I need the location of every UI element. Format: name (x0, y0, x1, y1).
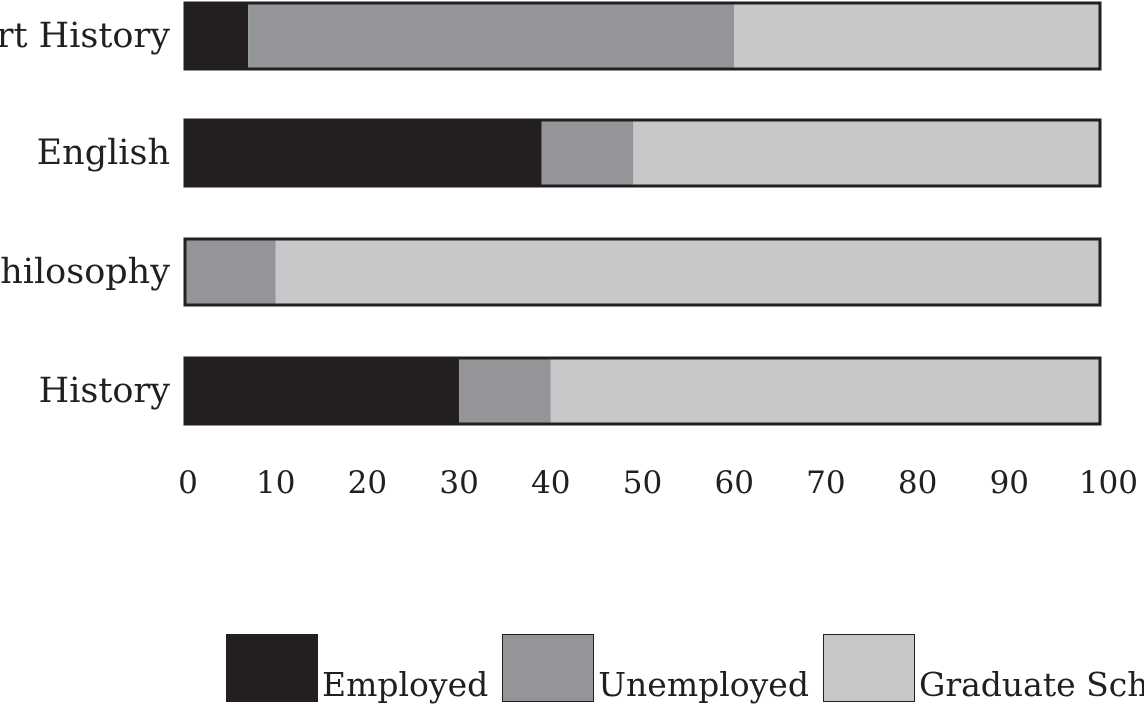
bars (183, 1, 1102, 426)
x-tick-label-40: 40 (531, 465, 570, 501)
legend-item-employed: Employed (226, 634, 488, 702)
legend-label-employed: Employed (322, 665, 489, 704)
bar-philosophy-unemployed (184, 238, 276, 306)
x-tick-label-0: 0 (178, 465, 198, 501)
category-label-philosophy: Philosophy (0, 252, 170, 292)
x-tick-label-80: 80 (898, 465, 937, 501)
category-labels: Art History English Philosophy History (0, 16, 170, 411)
x-axis-tick-labels: 0 10 20 30 40 50 60 70 80 90 100 (178, 465, 1138, 501)
x-tick-label-70: 70 (806, 465, 845, 501)
x-tick-label-20: 20 (348, 465, 387, 501)
x-tick-label-100: 100 (1079, 465, 1138, 501)
x-tick-label-10: 10 (256, 465, 295, 501)
legend-swatch-employed (226, 634, 318, 702)
stacked-bar-chart: Art History English Philosophy History 0 10 2… (0, 1, 1138, 501)
legend-item-graduate-school: Graduate School (822, 634, 1144, 704)
x-tick-label-90: 90 (990, 465, 1029, 501)
x-tick-label-50: 50 (623, 465, 662, 501)
bar-english-employed (184, 119, 542, 187)
category-label-english: English (37, 133, 170, 173)
bar-history-employed (184, 357, 460, 425)
bar-outline-philosophy (183, 237, 1102, 307)
legend-item-unemployed: Unemployed (502, 634, 809, 702)
x-tick-label-30: 30 (439, 465, 478, 501)
bar-art-history-unemployed (248, 2, 735, 70)
x-tick-label-60: 60 (714, 465, 753, 501)
bar-art-history-employed (184, 2, 249, 70)
legend-label-unemployed: Unemployed (598, 665, 809, 704)
bar-history-unemployed (459, 357, 551, 425)
bar-history-graduate-school (550, 357, 1101, 425)
legend: Employed Unemployed Graduate School (226, 630, 1144, 702)
category-label-art-history: Art History (0, 16, 170, 56)
bar-english-unemployed (541, 119, 634, 187)
bar-outline-history (183, 356, 1102, 426)
bar-english-graduate-school (633, 119, 1101, 187)
legend-swatch-unemployed (502, 634, 595, 702)
bar-outline-art-history (183, 1, 1102, 71)
bar-philosophy-graduate-school (275, 238, 1101, 306)
category-label-history: History (39, 371, 171, 411)
legend-label-graduate-school: Graduate School (918, 665, 1144, 704)
bar-outline-english (183, 118, 1102, 188)
bar-art-history-graduate-school (734, 2, 1101, 70)
legend-swatch-graduate-school (822, 634, 915, 702)
